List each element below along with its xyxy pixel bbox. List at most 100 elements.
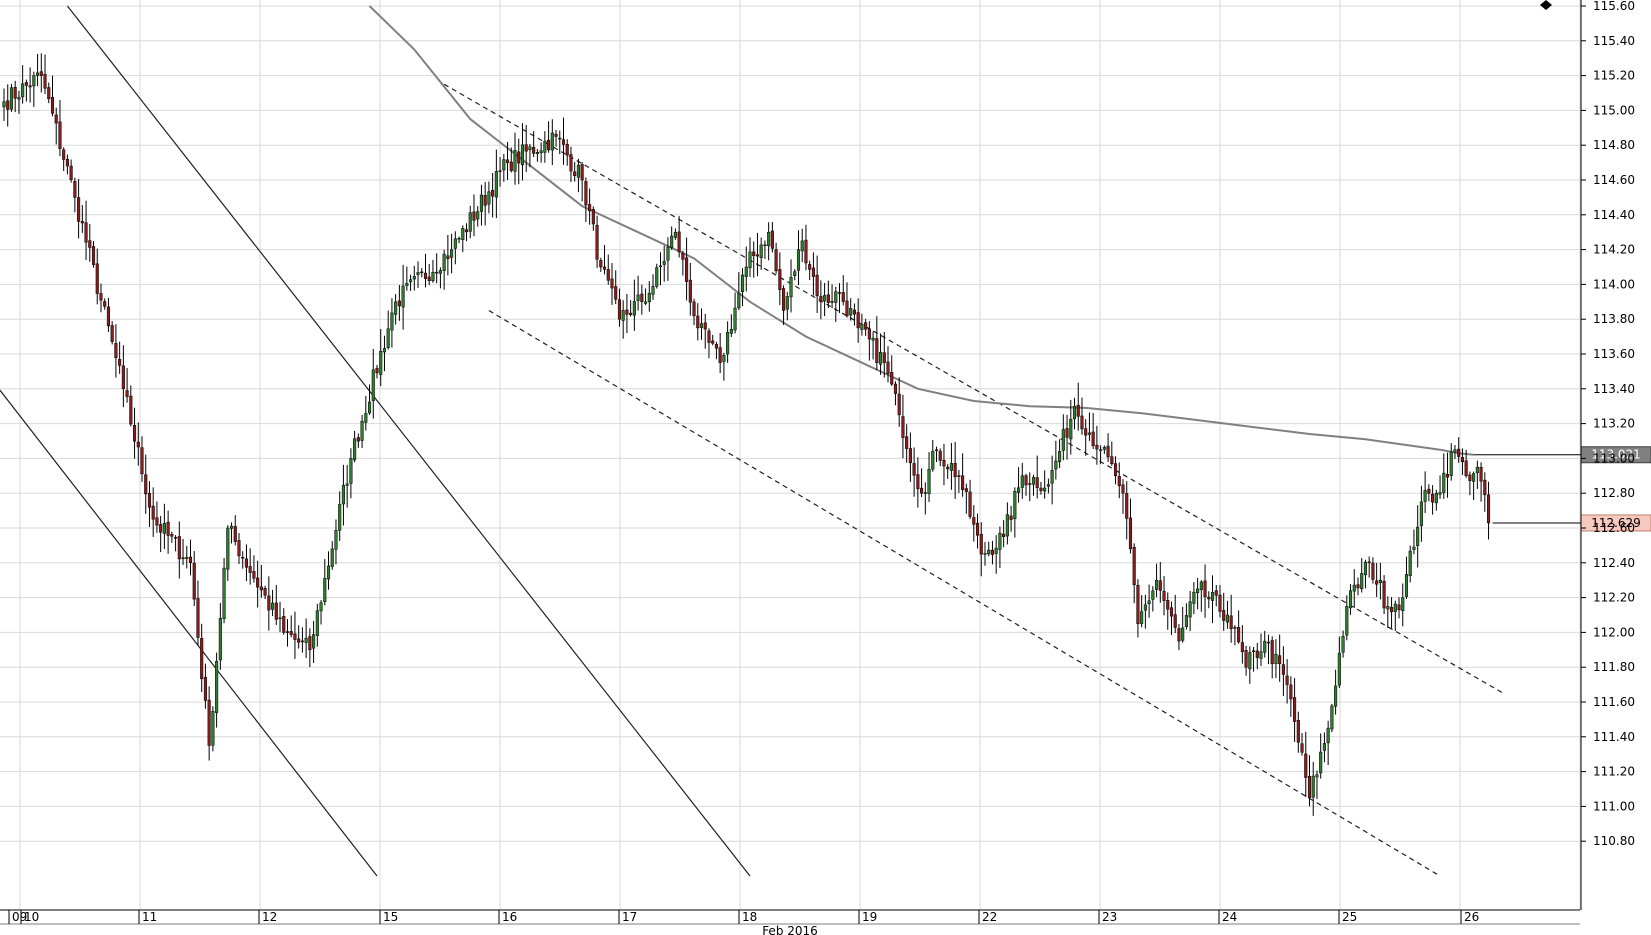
y-tick-label: 115.00 <box>1593 103 1635 117</box>
candle-bear <box>964 488 968 492</box>
candle-bear <box>617 299 622 320</box>
candle-bear <box>1166 600 1170 610</box>
candle-bull <box>360 420 364 441</box>
candle-bull <box>1005 514 1009 537</box>
candle-bear <box>1095 444 1099 450</box>
candle-bear <box>696 315 700 329</box>
candle-bear <box>897 393 901 416</box>
candle-bull <box>722 355 726 362</box>
candle-bear <box>77 197 81 222</box>
candle-bull <box>923 492 927 494</box>
candle-bear <box>1222 610 1226 621</box>
candle-bull <box>539 150 543 154</box>
candle-bull <box>416 272 420 275</box>
candle-bear <box>375 367 379 374</box>
candle-bear <box>1162 590 1166 601</box>
candle-bull <box>1378 579 1382 583</box>
candle-bear <box>1024 475 1028 486</box>
moving-average <box>368 5 1474 456</box>
candle-bull <box>1188 601 1192 618</box>
y-tick-label: 111.80 <box>1593 660 1635 674</box>
candle-bull <box>1311 775 1315 798</box>
candle-bear <box>692 301 696 317</box>
candle-bull <box>1050 470 1054 484</box>
candle-bull <box>431 272 435 282</box>
candle-bull <box>651 286 655 295</box>
candle-bull <box>1069 418 1073 440</box>
candle-bear <box>1278 655 1282 665</box>
candle-bear <box>498 170 502 172</box>
candle-bull <box>1348 590 1353 609</box>
candle-bull <box>379 350 383 375</box>
x-tick-label: 17 <box>622 910 637 924</box>
candle-bull <box>655 267 659 287</box>
y-tick-label: 114.00 <box>1593 277 1635 291</box>
y-tick-label: 114.80 <box>1593 138 1635 152</box>
candle-bear <box>99 293 103 301</box>
candle-bull <box>349 458 353 484</box>
candle-bull <box>699 323 704 328</box>
candle-bull <box>21 83 25 98</box>
x-tick-label: 15 <box>383 910 398 924</box>
candle-bear <box>517 151 521 164</box>
candle-bull <box>1140 611 1144 624</box>
candle-bull <box>737 292 741 309</box>
candle-bull <box>931 451 935 470</box>
candle-bear <box>968 491 972 517</box>
candle-bull <box>576 164 580 178</box>
candle-bull <box>934 449 939 451</box>
candle-bull <box>927 469 931 495</box>
candle-bear <box>524 144 528 152</box>
candle-bull <box>386 328 390 348</box>
candle-bull <box>319 602 323 612</box>
candle-bear <box>938 450 942 461</box>
candle-bear <box>24 82 28 86</box>
candle-bear <box>1270 640 1274 665</box>
candle-bull <box>1438 492 1442 495</box>
candle-bear <box>886 361 890 374</box>
candle-bull <box>1449 451 1453 476</box>
candle-bear <box>435 271 439 274</box>
candle-bear <box>177 536 181 560</box>
candle-bull <box>987 549 991 555</box>
candle-bear <box>1084 428 1088 436</box>
y-tick-label: 112.20 <box>1593 591 1635 605</box>
y-tick-label: 113.60 <box>1593 347 1635 361</box>
candle-bear <box>1136 584 1140 624</box>
candle-bear <box>192 562 196 600</box>
candle-bear <box>203 677 207 701</box>
candle-bear <box>88 240 92 248</box>
candle-bull <box>871 337 875 341</box>
candle-bull <box>442 253 446 271</box>
candle-bear <box>144 474 148 495</box>
y-tick-label: 113.40 <box>1593 382 1635 396</box>
candle-bull <box>32 75 36 87</box>
candle-bear <box>1106 445 1110 458</box>
moving-average-line <box>368 5 1474 456</box>
candle-bull <box>1360 573 1364 590</box>
candle-bull <box>1031 477 1036 485</box>
candle-bull <box>800 240 804 252</box>
candle-bull <box>744 266 748 277</box>
y-tick-label: 111.00 <box>1593 799 1635 813</box>
candle-bear <box>1065 428 1069 438</box>
candle-bull <box>494 171 498 198</box>
candle-bear <box>920 487 924 494</box>
candle-bear <box>1080 415 1084 430</box>
candle-bear <box>1028 483 1032 485</box>
candle-bear <box>1255 650 1259 658</box>
candle-bear <box>129 395 133 425</box>
candle-bull <box>998 532 1002 550</box>
candle-bear <box>852 309 856 315</box>
candle-bear <box>244 558 248 568</box>
candle-bull <box>879 352 883 365</box>
candle-bear <box>491 189 495 197</box>
candle-bear <box>69 165 73 180</box>
candle-bear <box>65 158 69 167</box>
candle-bear <box>1289 684 1293 700</box>
x-tick-label: 16 <box>502 910 517 924</box>
candle-bear <box>808 264 812 270</box>
candle-bull <box>438 270 442 274</box>
